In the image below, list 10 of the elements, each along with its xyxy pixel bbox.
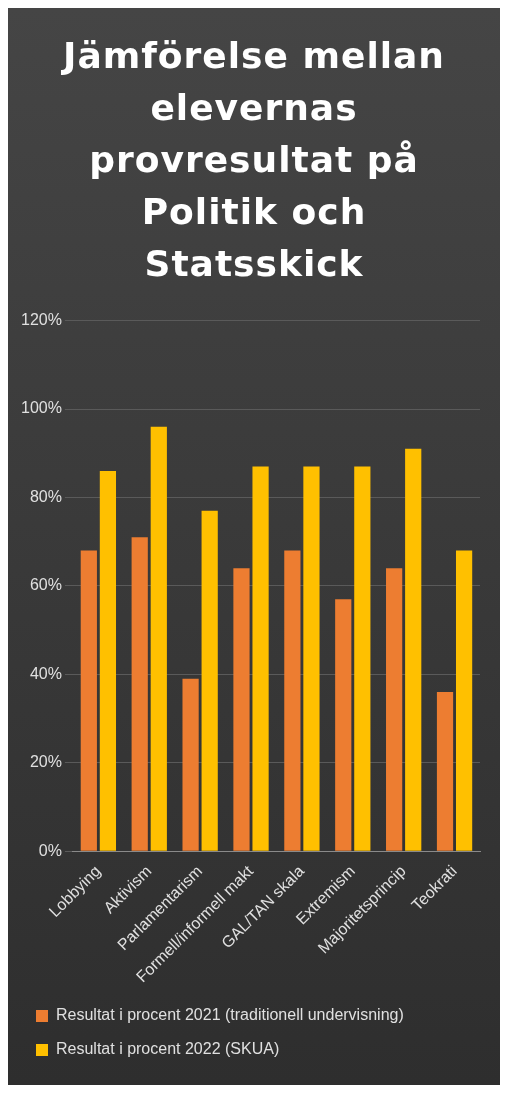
y-tick-label: 100% [21, 399, 62, 417]
legend-label: Resultat i procent 2022 (SKUA) [56, 1040, 280, 1058]
legend-label: Resultat i procent 2021 (traditionell undervisning) [56, 1006, 404, 1024]
y-tick-label: 0% [38, 841, 62, 859]
chart-title: Jämförelse mellan elevernas provresultat på Politik och Statsskick [60, 34, 446, 286]
y-tick-label: 40% [29, 664, 62, 682]
y-tick-label: 20% [29, 753, 62, 771]
y-tick-label: 120% [21, 311, 62, 329]
y-tick-label: 80% [29, 487, 62, 505]
y-tick-label: 60% [29, 576, 62, 594]
